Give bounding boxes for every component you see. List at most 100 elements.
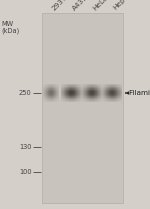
- Bar: [64, 85, 65, 86]
- Bar: [98, 85, 99, 86]
- Bar: [56, 90, 57, 91]
- Bar: [58, 87, 59, 88]
- Bar: [115, 97, 116, 98]
- Bar: [54, 101, 55, 102]
- Bar: [118, 100, 119, 101]
- Bar: [105, 87, 106, 88]
- Bar: [86, 93, 87, 94]
- Bar: [111, 92, 112, 93]
- Bar: [54, 98, 55, 99]
- Bar: [100, 91, 101, 92]
- Bar: [113, 92, 114, 93]
- Bar: [114, 84, 115, 85]
- Bar: [82, 96, 83, 97]
- Bar: [47, 99, 48, 100]
- Bar: [108, 99, 109, 100]
- Bar: [108, 88, 109, 89]
- Bar: [70, 97, 71, 98]
- Bar: [93, 98, 94, 99]
- Bar: [113, 101, 114, 102]
- Bar: [108, 97, 109, 98]
- Bar: [56, 98, 57, 99]
- Bar: [53, 100, 54, 101]
- Bar: [79, 85, 80, 86]
- Bar: [70, 99, 71, 100]
- Bar: [56, 94, 57, 95]
- Bar: [91, 99, 92, 100]
- Bar: [68, 99, 69, 100]
- Bar: [61, 93, 62, 94]
- Bar: [72, 97, 73, 98]
- Bar: [75, 85, 76, 86]
- Bar: [48, 85, 49, 86]
- Bar: [119, 84, 120, 85]
- Bar: [118, 88, 119, 89]
- Bar: [55, 92, 56, 93]
- Bar: [44, 100, 45, 101]
- Bar: [45, 100, 46, 101]
- Bar: [83, 91, 84, 92]
- Bar: [119, 92, 120, 93]
- Bar: [55, 95, 56, 96]
- Bar: [99, 86, 100, 87]
- Bar: [86, 99, 87, 100]
- Bar: [75, 93, 76, 94]
- Bar: [51, 91, 52, 92]
- Bar: [94, 97, 95, 98]
- Bar: [65, 85, 66, 86]
- Bar: [115, 95, 116, 96]
- Bar: [88, 92, 89, 93]
- Bar: [80, 91, 81, 92]
- Bar: [80, 98, 81, 99]
- Bar: [61, 90, 62, 91]
- Bar: [78, 89, 79, 90]
- Bar: [109, 86, 110, 87]
- Bar: [94, 85, 95, 86]
- Bar: [112, 100, 113, 101]
- Bar: [102, 101, 103, 102]
- Bar: [57, 101, 58, 102]
- Bar: [80, 95, 81, 96]
- Bar: [67, 100, 68, 101]
- Bar: [72, 92, 73, 93]
- Bar: [55, 85, 56, 86]
- Bar: [95, 99, 96, 100]
- Bar: [93, 95, 94, 96]
- Bar: [92, 85, 93, 86]
- Bar: [116, 93, 117, 94]
- Bar: [74, 90, 75, 91]
- Bar: [82, 88, 83, 89]
- Bar: [68, 85, 69, 86]
- Bar: [120, 84, 121, 85]
- Bar: [113, 87, 114, 88]
- Bar: [74, 92, 75, 93]
- Bar: [91, 91, 92, 92]
- Bar: [81, 84, 82, 85]
- Bar: [99, 95, 100, 96]
- Bar: [61, 95, 62, 96]
- Bar: [118, 99, 119, 100]
- Bar: [108, 96, 109, 97]
- Bar: [91, 96, 92, 97]
- Bar: [114, 100, 115, 101]
- Bar: [82, 95, 83, 96]
- Bar: [104, 93, 105, 94]
- Bar: [95, 95, 96, 96]
- Bar: [44, 93, 45, 94]
- Bar: [113, 84, 114, 85]
- Bar: [57, 89, 58, 90]
- Bar: [62, 91, 63, 92]
- Bar: [94, 89, 95, 90]
- Bar: [75, 94, 76, 95]
- Bar: [116, 85, 117, 86]
- Bar: [68, 92, 69, 93]
- Bar: [97, 84, 98, 85]
- Bar: [69, 92, 70, 93]
- Bar: [114, 95, 115, 96]
- Bar: [100, 100, 101, 101]
- Bar: [43, 97, 44, 98]
- Bar: [85, 99, 86, 100]
- Bar: [45, 92, 46, 93]
- Bar: [103, 91, 104, 92]
- Bar: [77, 86, 78, 87]
